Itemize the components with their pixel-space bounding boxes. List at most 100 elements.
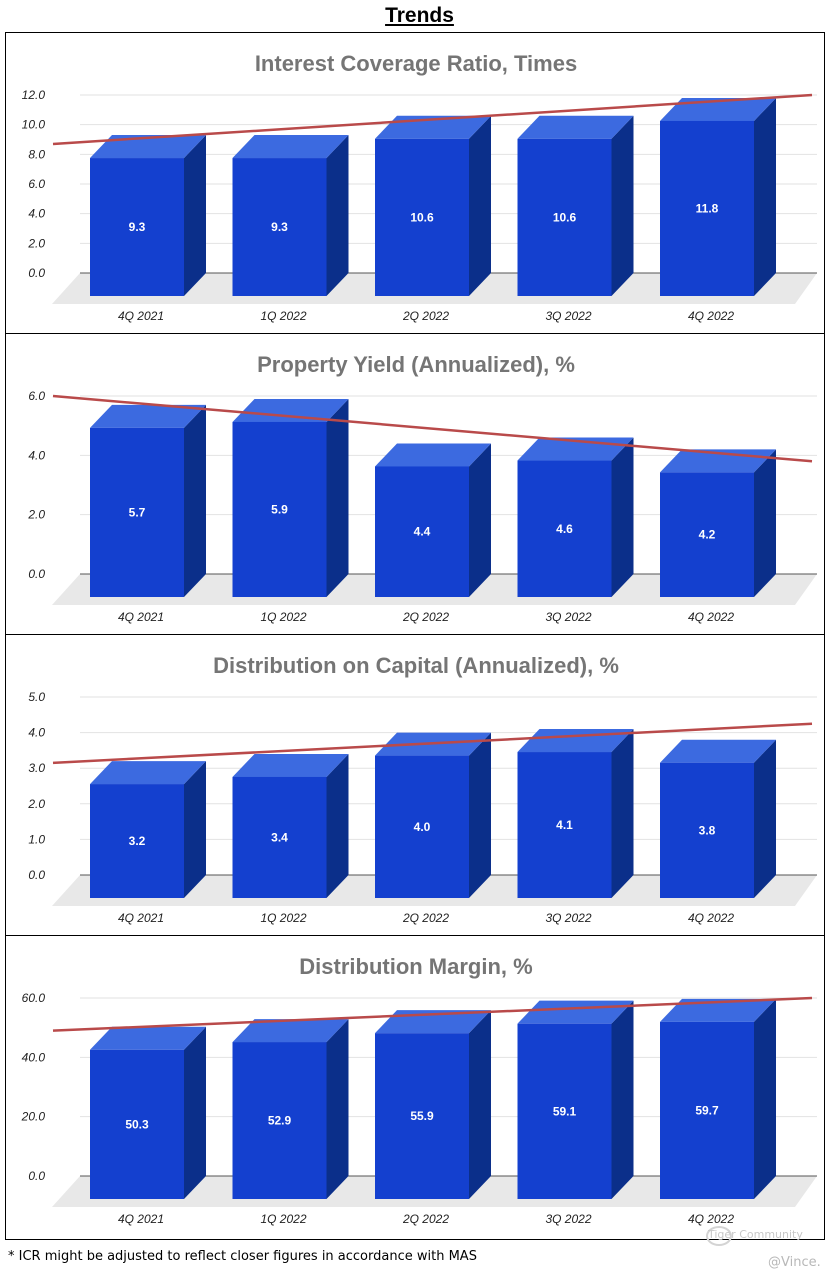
bar-top xyxy=(660,998,776,1022)
data-label: 5.9 xyxy=(271,502,288,516)
data-label: 3.8 xyxy=(699,823,716,837)
y-tick-label: 6.0 xyxy=(28,389,45,403)
chart-svg: Interest Coverage Ratio, Times 0.0 2.0 4.0 6… xyxy=(22,51,817,323)
bar-top xyxy=(375,443,491,467)
chart-svg: Property Yield (Annualized), % 0.0 2.0 4.0 6… xyxy=(27,352,817,624)
y-tick-label: 4.0 xyxy=(28,207,45,221)
bar-front xyxy=(90,1049,184,1199)
y-tick-label: 10.0 xyxy=(22,118,46,132)
chart-svg: Distribution Margin, % 0.0 20.0 40.0 60.0 50.… xyxy=(21,954,817,1226)
data-label: 4.0 xyxy=(414,820,431,834)
x-tick-label: 4Q 2021 xyxy=(118,309,164,323)
y-tick-label: 4.0 xyxy=(28,726,45,740)
bar-side xyxy=(611,1000,634,1199)
y-tick-label: 8.0 xyxy=(28,147,45,161)
data-label: 4.2 xyxy=(699,528,716,542)
bar-3q-2022: 10.6 3Q 2022 xyxy=(517,115,634,323)
chart-title: Distribution Margin, % xyxy=(299,954,532,979)
trendline xyxy=(52,93,813,146)
bar-top xyxy=(90,404,206,428)
bar-3q-2022: 4.1 3Q 2022 xyxy=(517,729,634,925)
bar-front xyxy=(375,1033,469,1199)
bar-side xyxy=(326,398,349,597)
data-label: 59.7 xyxy=(695,1103,719,1117)
bar-front xyxy=(232,1042,327,1199)
y-tick-label: 12.0 xyxy=(22,88,46,102)
page-title: Trends xyxy=(385,4,454,27)
bar-side xyxy=(754,449,776,597)
bar-top xyxy=(232,398,349,422)
x-tick-label: 1Q 2022 xyxy=(260,1212,306,1226)
data-label: 50.3 xyxy=(125,1117,149,1131)
y-tick-label: 0.0 xyxy=(28,567,45,581)
chart-title: Property Yield (Annualized), % xyxy=(257,352,575,377)
y-tick-label: 1.0 xyxy=(28,832,45,846)
bar-front xyxy=(232,158,327,296)
x-tick-label: 3Q 2022 xyxy=(545,911,591,925)
bar-front xyxy=(232,776,327,898)
bar-side xyxy=(184,1026,206,1199)
bar-4q-2021: 50.3 4Q 2021 xyxy=(90,1026,206,1226)
x-tick-label: 2Q 2022 xyxy=(402,610,449,624)
x-tick-label: 4Q 2022 xyxy=(688,911,734,925)
x-tick-label: 1Q 2022 xyxy=(260,610,306,624)
chart-panel-property-yield: Property Yield (Annualized), % 0.0 2.0 4.0 6… xyxy=(5,334,825,635)
bar-3q-2022: 59.1 3Q 2022 xyxy=(517,1000,634,1226)
x-tick-label: 4Q 2021 xyxy=(118,1212,164,1226)
bar-side xyxy=(611,115,634,297)
bar-4q-2022: 11.8 4Q 2022 xyxy=(660,97,776,323)
data-label: 9.3 xyxy=(129,220,146,234)
watermark-user: @Vince. xyxy=(768,1255,821,1270)
bar-side xyxy=(754,97,776,296)
data-label: 11.8 xyxy=(696,201,719,215)
x-tick-label: 3Q 2022 xyxy=(545,309,591,323)
chart-svg: Distribution on Capital (Annualized), % 0… xyxy=(27,653,817,925)
bar-side xyxy=(469,1010,491,1199)
bar-side xyxy=(326,753,349,898)
y-tick-label: 2.0 xyxy=(27,236,45,250)
bar-side xyxy=(469,732,491,898)
y-tick-label: 0.0 xyxy=(28,868,45,882)
bar-side xyxy=(469,443,491,597)
bar-front xyxy=(90,427,184,597)
chart-panel-distribution-margin: Distribution Margin, % 0.0 20.0 40.0 60.0 50.… xyxy=(5,936,825,1237)
data-label: 9.3 xyxy=(271,220,288,234)
bar-front xyxy=(90,784,184,898)
bar-top xyxy=(232,753,349,777)
bar-2q-2022: 55.9 2Q 2022 xyxy=(375,1010,491,1226)
bar-4q-2021: 3.2 4Q 2021 xyxy=(90,761,206,925)
data-label: 4.4 xyxy=(414,525,431,539)
x-tick-label: 1Q 2022 xyxy=(260,309,306,323)
bar-front xyxy=(660,762,754,898)
bar-top xyxy=(90,761,206,785)
y-tick-label: 20.0 xyxy=(21,1110,46,1124)
panel-divider xyxy=(5,634,825,635)
data-label: 4.6 xyxy=(556,522,573,536)
data-label: 52.9 xyxy=(268,1114,292,1128)
bar-front xyxy=(375,466,469,597)
y-tick-label: 40.0 xyxy=(22,1050,46,1064)
bar-top xyxy=(90,1026,206,1050)
y-tick-label: 4.0 xyxy=(28,448,45,462)
data-label: 4.1 xyxy=(556,818,573,832)
bar-4q-2022: 59.7 4Q 2022 xyxy=(660,998,776,1226)
footnote: * ICR might be adjusted to reflect close… xyxy=(8,1249,477,1264)
bar-side xyxy=(611,437,634,597)
data-label: 5.7 xyxy=(129,505,146,519)
bar-4q-2022: 3.8 4Q 2022 xyxy=(660,739,776,925)
x-tick-label: 2Q 2022 xyxy=(402,1212,449,1226)
data-label: 3.2 xyxy=(129,834,146,848)
x-tick-label: 3Q 2022 xyxy=(545,1212,591,1226)
chart-title: Distribution on Capital (Annualized), % xyxy=(213,653,619,678)
data-label: 55.9 xyxy=(410,1109,434,1123)
panel-divider xyxy=(5,333,825,334)
bar-front xyxy=(517,460,612,597)
x-tick-label: 3Q 2022 xyxy=(545,610,591,624)
bar-side xyxy=(326,135,349,296)
bar-side xyxy=(611,729,634,898)
x-tick-label: 2Q 2022 xyxy=(402,911,449,925)
bar-2q-2022: 4.4 2Q 2022 xyxy=(375,443,491,624)
panel-divider xyxy=(5,935,825,936)
bar-top xyxy=(232,135,349,159)
tiger-logo-icon xyxy=(706,1226,732,1246)
